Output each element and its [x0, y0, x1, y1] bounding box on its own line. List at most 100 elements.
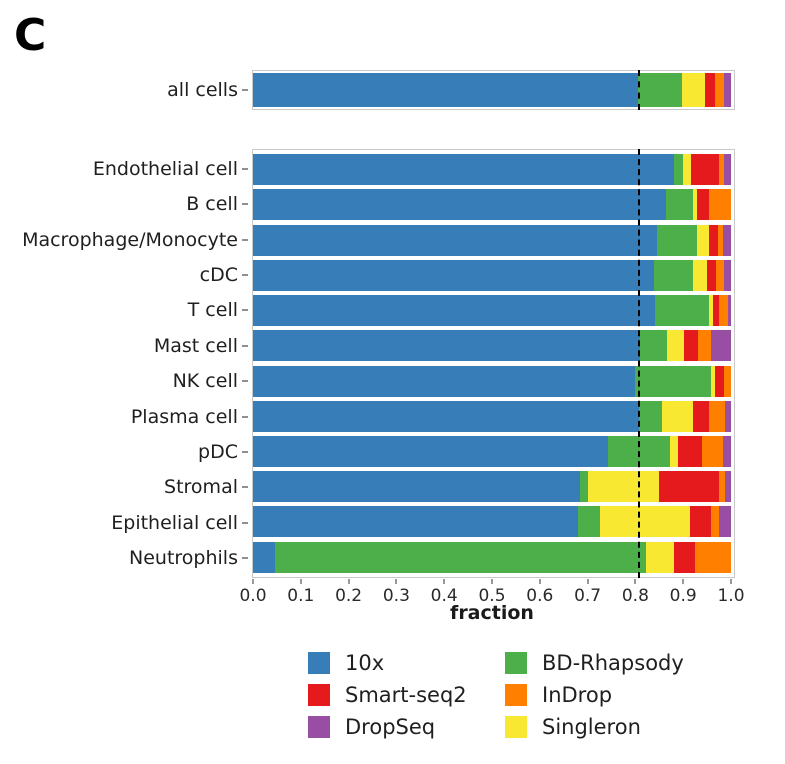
row-label: Plasma cell: [0, 401, 248, 432]
legend-swatch: [308, 683, 330, 706]
row-label-text: Neutrophils: [129, 547, 238, 569]
x-tick-mark: [586, 579, 589, 584]
bar-stromal: [253, 471, 731, 503]
bar-segment-singleron: [661, 400, 693, 432]
reference-dashed-line: [637, 149, 640, 578]
legend-swatch: [505, 683, 527, 706]
row-label: Stromal: [0, 472, 248, 503]
legend-label: InDrop: [542, 682, 613, 707]
bar-epithelial-cell: [253, 506, 731, 538]
panel-label: C: [14, 10, 48, 61]
bar-segment-singleron: [683, 154, 691, 186]
bar-segment-indrop: [698, 330, 712, 362]
y-tick-mark: [242, 274, 248, 276]
reference-dashed-line: [637, 70, 640, 110]
y-tick-mark: [242, 415, 248, 418]
row-label: NK cell: [0, 366, 248, 397]
bar-segment-indrop: [715, 73, 725, 107]
all-cells-bar-area: [253, 71, 731, 109]
y-tick-mark: [242, 521, 248, 524]
row-label-text: NK cell: [172, 370, 238, 393]
bar-segment-10x: [253, 471, 581, 503]
x-tick-mark: [443, 579, 446, 584]
legend-swatch: [505, 651, 527, 674]
bar-segment-singleron: [710, 365, 715, 397]
bar-segment-10x: [253, 189, 667, 221]
bar-segment-smart-seq2: [705, 73, 716, 107]
bar-segment-indrop: [715, 259, 725, 291]
bar-segment-10x: [253, 330, 641, 362]
x-tick-label: 0.6: [526, 586, 554, 606]
legend-item-smart-seq2: Smart-seq2: [308, 683, 505, 707]
row-label: T cell: [0, 295, 248, 326]
bar-segment-10x: [253, 400, 640, 432]
bar-segment-bd-rhapsody: [637, 73, 683, 107]
bar-segment-singleron: [696, 224, 710, 256]
bar-segment-bd-rhapsody: [653, 259, 693, 291]
x-tick-label: 0.0: [239, 586, 267, 606]
bar-segment-smart-seq2: [678, 435, 703, 467]
x-tick-mark: [634, 579, 637, 584]
x-tick-label: 0.3: [382, 586, 410, 606]
bar-segment-dropseq: [725, 400, 731, 432]
bar-neutrophils: [253, 541, 731, 573]
legend-label: Singleron: [542, 714, 641, 739]
bar-segment-smart-seq2: [714, 365, 725, 397]
bar-segment-10x: [253, 365, 636, 397]
y-tick-mark: [242, 89, 248, 91]
bar-segment-bd-rhapsody: [577, 506, 600, 538]
row-label-text: Mast cell: [153, 334, 238, 357]
bar-segment-indrop: [702, 435, 724, 467]
bar-segment-bd-rhapsody: [656, 224, 697, 256]
bar-segment-singleron: [692, 189, 697, 221]
bar-segment-bd-rhapsody: [635, 365, 711, 397]
bar-segment-singleron: [645, 541, 674, 573]
bar-segment-dropseq: [725, 471, 731, 503]
bar-segment-smart-seq2: [713, 295, 720, 327]
bar-segment-smart-seq2: [690, 154, 719, 186]
legend-swatch: [308, 715, 330, 738]
bar-segment-10x: [253, 224, 657, 256]
x-tick-mark: [730, 579, 732, 584]
row-label: Mast cell: [0, 330, 248, 361]
bar-segment-singleron: [682, 73, 706, 107]
x-tick-mark: [299, 579, 302, 584]
row-label: all cells: [0, 75, 248, 106]
legend-swatch: [308, 651, 330, 674]
bar-segment-indrop: [724, 365, 731, 397]
row-label-text: B cell: [186, 193, 238, 216]
bar-segment-dropseq: [718, 506, 731, 538]
row-label-text: Macrophage/Monocyte: [22, 228, 238, 251]
bar-pdc: [253, 435, 731, 467]
bar-segment-dropseq: [711, 330, 731, 362]
bar-segment-indrop: [709, 189, 731, 221]
x-tick-label: 0.9: [669, 586, 697, 606]
bar-plasma-cell: [253, 400, 731, 432]
x-tick-label: 0.7: [574, 586, 602, 606]
row-label-text: all cells: [167, 79, 238, 101]
bar-segment-10x: [253, 154, 674, 186]
bar-segment-10x: [253, 541, 275, 573]
x-axis: 0.0 0.1 0.2 0.3 0.4 0.5 0.6 0.7 0.8 0.9 1.0: [239, 578, 745, 608]
bar-segment-indrop: [708, 400, 726, 432]
y-tick-mark: [242, 450, 248, 453]
row-label: Endothelial cell: [0, 153, 248, 184]
x-tick-mark: [682, 579, 685, 584]
x-tick-mark: [252, 579, 254, 584]
all-cells-panel: [252, 70, 735, 110]
bar-segment-10x: [253, 259, 654, 291]
row-label: Neutrophils: [0, 543, 248, 574]
bar-segment-bd-rhapsody: [639, 400, 662, 432]
bar-segment-indrop: [695, 541, 731, 573]
bar-segment-smart-seq2: [659, 471, 719, 503]
legend-item-indrop: InDrop: [505, 682, 684, 707]
y-tick-mark: [242, 557, 248, 559]
bar-segment-smart-seq2: [696, 189, 710, 221]
bar-segment-dropseq: [724, 259, 731, 291]
row-label-text: cDC: [199, 264, 238, 286]
row-label: B cell: [0, 189, 248, 220]
cell-type-label-column: Endothelial cell B cell Macrophage/Monocyt…: [0, 149, 248, 578]
bar-segment-bd-rhapsody: [640, 330, 668, 362]
bar-segment-dropseq: [724, 154, 731, 186]
